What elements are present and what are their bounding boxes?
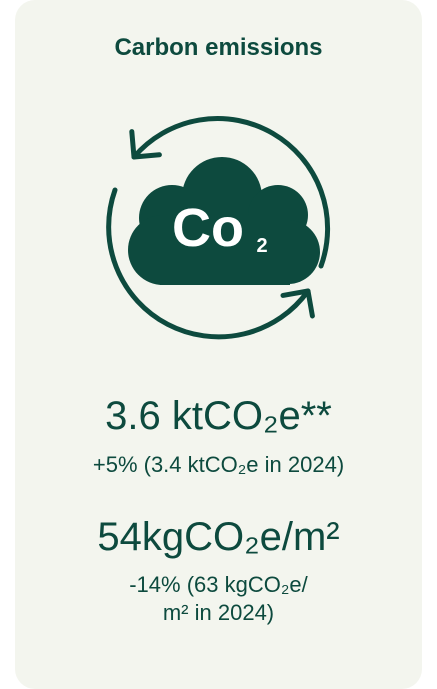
arrow-arc: [106, 187, 311, 340]
icon-label: Co: [172, 198, 244, 258]
cloud: [128, 157, 320, 285]
icon-subscript: 2: [256, 235, 267, 257]
card-title: Carbon emissions: [114, 34, 323, 61]
metric-change-line: -14% (63 kgCO₂e/: [129, 572, 308, 597]
arrow-head: [280, 288, 315, 319]
arrow-arc: [131, 116, 331, 269]
card: Carbon emissions Co 2 3.6 ktCO₂e** +5% (…: [15, 0, 422, 689]
metric-value: 3.6 ktCO₂e**: [105, 394, 332, 438]
metric-change-line: +5% (3.4 ktCO₂e in 2024): [92, 452, 345, 477]
metric-change: -14% (63 kgCO₂e/ m² in 2024): [15, 571, 422, 627]
metric-change-line: m² in 2024): [162, 600, 275, 625]
arrow-head: [129, 129, 162, 160]
metric-change: +5% (3.4 ktCO₂e in 2024): [15, 451, 422, 479]
metric-value: 54kgCO₂e/m²: [97, 515, 340, 559]
co2-icon: Co 2: [106, 116, 331, 340]
